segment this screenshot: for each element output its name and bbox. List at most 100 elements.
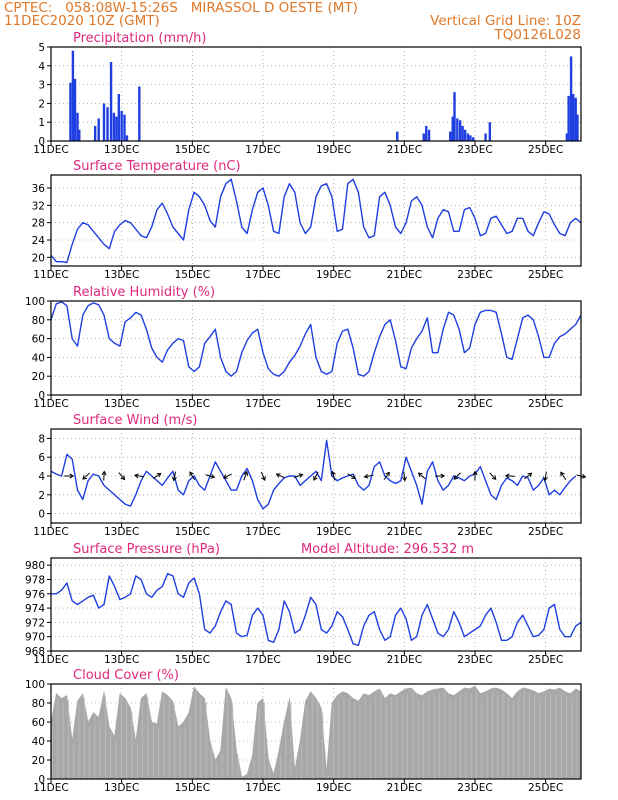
- precip-xtick-label: 17DEC: [245, 144, 280, 156]
- precip-bar: [109, 62, 113, 141]
- wind-arrow: [403, 471, 406, 481]
- rh-ytick-label: 60: [32, 334, 45, 346]
- wind-xtick-label: 25DEC: [528, 526, 563, 538]
- wind-xtick-label: 17DEC: [245, 526, 280, 538]
- wind-arrow: [418, 472, 426, 480]
- precip-bar: [461, 125, 464, 141]
- wind-arrow: [260, 471, 266, 481]
- wind-arrow-head: [543, 476, 548, 482]
- wind-arrow: [173, 471, 177, 481]
- header-code: TQ0126L028: [494, 27, 581, 43]
- wind-arrow: [489, 472, 497, 480]
- temp-title: Surface Temperature (nC): [73, 159, 241, 174]
- rh-ytick-label: 80: [32, 315, 45, 327]
- wind-arrow-head: [82, 475, 88, 480]
- wind-arrow-head: [298, 473, 304, 478]
- precip-xtick-label: 15DEC: [175, 144, 210, 156]
- pres-xtick-label: 17DEC: [245, 654, 280, 666]
- precip-bar: [102, 103, 106, 141]
- wind-arrow: [205, 474, 215, 478]
- wind-arrow: [103, 471, 105, 481]
- precip-bar: [567, 95, 570, 141]
- wind-arrow-head: [453, 475, 459, 480]
- wind-arrow: [544, 471, 547, 481]
- wind-arrow-head: [417, 472, 423, 478]
- pres-ytick-label: 972: [25, 617, 45, 629]
- pres-ytick-label: 968: [25, 646, 45, 658]
- cloud-xtick-label: 15DEC: [175, 782, 210, 794]
- rh-frame: [50, 300, 582, 396]
- wind-arrow-head: [385, 471, 390, 477]
- wind-ytick-label: 0: [38, 509, 45, 521]
- cloud-xtick-label: 11DEC: [33, 782, 68, 794]
- wind-arrow: [364, 474, 374, 478]
- precip-bar: [451, 116, 454, 141]
- rh-title: Relative Humidity (%): [73, 285, 215, 300]
- precip-frame: [50, 46, 582, 142]
- precip-bar: [469, 135, 472, 141]
- temp-xtick-label: 13DEC: [104, 269, 139, 281]
- wind-arrow: [243, 471, 248, 481]
- precip-bar: [565, 133, 569, 141]
- wind-arrow-head: [210, 473, 216, 479]
- pres-subtitle: Model Altitude: 296.532 m: [301, 542, 474, 557]
- pres-xtick-label: 13DEC: [104, 654, 139, 666]
- precip-bar: [76, 112, 79, 141]
- rh-ytick-label: 100: [25, 296, 45, 308]
- pres-xtick-label: 23DEC: [457, 654, 492, 666]
- temp-ytick-label: 20: [32, 252, 45, 264]
- wind-arrow-head: [156, 472, 162, 478]
- pres-xtick-label: 19DEC: [316, 654, 351, 666]
- wind-xtick-label: 13DEC: [104, 526, 139, 538]
- wind-arrow: [560, 471, 567, 481]
- precip-bar: [427, 129, 431, 141]
- wind-arrow: [313, 471, 319, 481]
- cloud-ytick-label: 20: [32, 755, 45, 767]
- precip-ytick-label: 5: [38, 42, 45, 54]
- pres-frame: [50, 557, 582, 652]
- precip-bar: [463, 129, 467, 141]
- wind-arrow-head: [330, 470, 336, 476]
- wind-arrow-head: [189, 471, 194, 477]
- rh-ytick-label: 40: [32, 352, 45, 364]
- wind-arrow-head: [351, 474, 356, 479]
- cloud-ytick-label: 100: [25, 679, 45, 691]
- wind-arrow-head: [527, 472, 533, 478]
- precip-bar: [484, 133, 487, 141]
- precip-bar: [449, 131, 452, 141]
- wind-arrow: [276, 473, 285, 479]
- cloud-xtick-label: 23DEC: [457, 782, 492, 794]
- precip-bar: [396, 131, 399, 141]
- wind-xtick-label: 15DEC: [175, 526, 210, 538]
- wind-ytick-label: 8: [38, 433, 45, 445]
- cloud-ytick-label: 40: [32, 736, 45, 748]
- precip-bar: [422, 133, 425, 141]
- pres-line: [51, 573, 582, 646]
- precip-bar: [69, 82, 72, 141]
- wind-arrow-head: [275, 473, 281, 478]
- wind-arrow-head: [243, 470, 249, 476]
- rh-xtick-label: 23DEC: [457, 398, 492, 410]
- temp-xtick-label: 17DEC: [245, 269, 280, 281]
- cloud-xtick-label: 19DEC: [316, 782, 351, 794]
- pres-xtick-label: 11DEC: [33, 654, 68, 666]
- precip-xtick-label: 21DEC: [387, 144, 422, 156]
- wind-arrow-head: [504, 473, 510, 479]
- wind-arrow: [453, 472, 461, 480]
- temp-ytick-label: 28: [32, 218, 45, 230]
- precip-bar: [466, 133, 470, 141]
- precip-bar: [569, 56, 573, 141]
- precip-xtick-label: 25DEC: [528, 144, 563, 156]
- wind-arrow-head: [560, 471, 565, 477]
- temp-xtick-label: 11DEC: [33, 269, 68, 281]
- wind-arrow-head: [363, 473, 369, 479]
- temp-ytick-label: 24: [32, 235, 46, 247]
- wind-arrow: [332, 471, 336, 481]
- pres-xtick-label: 15DEC: [175, 654, 210, 666]
- wind-arrow-head: [120, 475, 126, 481]
- temp-xtick-label: 15DEC: [175, 269, 210, 281]
- rh-xtick-label: 19DEC: [316, 398, 351, 410]
- wind-arrow: [134, 474, 144, 478]
- precip-bar: [425, 125, 428, 141]
- pres-xtick-label: 25DEC: [528, 654, 563, 666]
